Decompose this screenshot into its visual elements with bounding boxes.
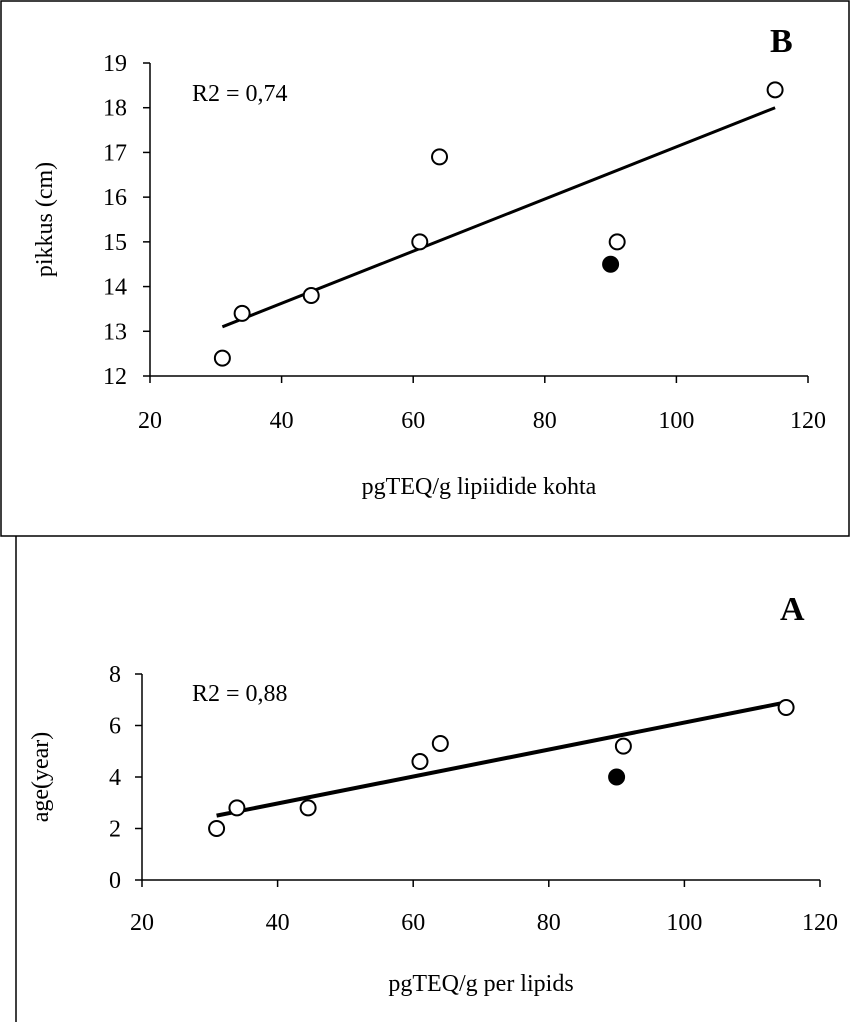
chart-a-open-point [228,799,246,817]
chart-b-open-point [431,148,449,166]
chart-b-open-point [411,233,429,251]
chart-b-y-tick-label: 14 [103,275,127,301]
chart-a-open-point [777,698,795,716]
chart-a-x-tick-label: 20 [130,910,154,936]
chart-b-open-point [233,304,251,322]
chart-b-filled-point [602,255,620,273]
chart-b-x-axis-label: pgTEQ/g lipiidide kohta [362,474,597,500]
chart-a-x-tick-label: 80 [537,910,561,936]
chart-a-y-tick-label: 8 [109,662,121,688]
chart-a-x-tick-label: 40 [266,910,290,936]
chart-b: 12 13 14 15 16 17 18 19 20 40 60 80 100 120 pgTEQ/g li… [32,23,826,500]
chart-b-frame [0,0,850,537]
chart-a-x-tick-label: 120 [802,910,838,936]
chart-a-trendline [216,700,787,818]
chart-b-y-tick-label: 19 [103,51,127,77]
chart-b-y-axis-label: pikkus (cm) [32,162,58,277]
chart-b-x-tick-label: 20 [138,408,162,434]
chart-a-y-tick-label: 4 [109,765,121,791]
chart-b-x-tick-label: 100 [658,408,694,434]
chart-b-x-tick-label: 40 [270,408,294,434]
chart-b-y-tick-label: 15 [103,230,127,256]
chart-b-y-tick-label: 18 [103,96,127,122]
chart-a-y-tick-label: 6 [109,714,121,740]
chart-b-open-point [302,287,320,305]
chart-b-y-tick-label: 12 [103,364,127,390]
chart-a-open-point [299,799,317,817]
chart-a-y-tick-label: 0 [109,868,121,894]
chart-a-open-point [614,737,632,755]
chart-a-r2-annotation: R2 = 0,88 [192,681,288,707]
chart-b-y-tick-label: 17 [103,140,127,166]
chart-a-open-point [431,735,449,753]
chart-a-y-axis-label: age(year) [28,732,54,823]
chart-a-open-point [208,820,226,837]
chart-a: 0 2 4 6 8 20 40 60 80 100 120 pgTEQ/g per lipids age… [28,591,838,997]
chart-a-filled-point [608,768,626,786]
chart-a-x-tick-label: 60 [401,910,425,936]
chart-a-y-tick-label: 2 [109,817,121,843]
chart-a-x-tick-label: 100 [666,910,702,936]
chart-b-open-point [213,349,231,367]
chart-b-x-tick-label: 80 [533,408,557,434]
chart-a-panel-label: A [780,591,805,628]
chart-b-open-point [766,81,784,99]
chart-b-y-tick-label: 13 [103,319,127,345]
chart-b-x-tick-label: 60 [401,408,425,434]
chart-b-r2-annotation: R2 = 0,74 [192,81,288,107]
chart-b-panel-label: B [770,23,793,60]
chart-b-x-tick-label: 120 [790,408,826,434]
chart-a-open-point [411,753,429,771]
chart-b-open-point [608,233,626,251]
chart-a-x-axis-label: pgTEQ/g per lipids [388,971,573,997]
chart-b-y-tick-label: 16 [103,185,127,211]
